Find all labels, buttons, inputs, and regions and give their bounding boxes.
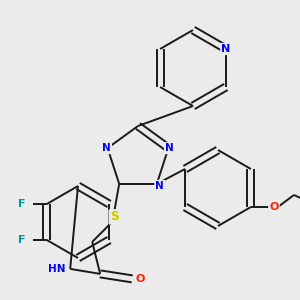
Text: N: N [155, 181, 164, 191]
Text: N: N [165, 143, 174, 153]
Text: S: S [110, 210, 119, 224]
Text: HN: HN [48, 264, 65, 274]
Text: F: F [18, 199, 26, 209]
Text: N: N [221, 44, 230, 54]
Text: O: O [136, 274, 145, 284]
Text: N: N [102, 143, 111, 153]
Text: F: F [18, 235, 26, 245]
Text: O: O [269, 202, 279, 212]
